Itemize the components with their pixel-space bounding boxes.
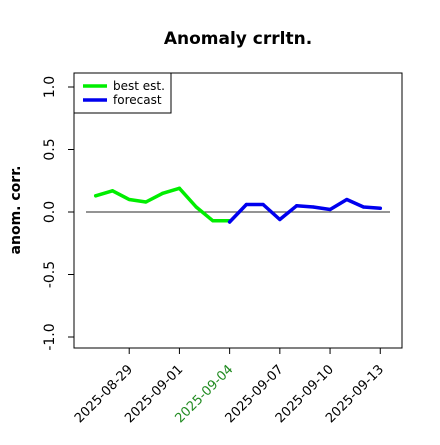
data-point: [211, 219, 215, 223]
data-point: [278, 217, 282, 222]
data-point: [345, 197, 349, 202]
data-point: [328, 207, 332, 212]
legend: best est.forecast: [73, 72, 172, 114]
legend-label: forecast: [113, 93, 162, 107]
plot-area: -1.0-0.50.00.51.02025-08-292025-09-01202…: [42, 72, 403, 426]
data-point: [311, 205, 315, 209]
plot-frame: [73, 72, 403, 349]
data-point: [144, 200, 148, 204]
data-point: [177, 186, 182, 190]
series-line-forecast: [227, 197, 383, 224]
y-tick-label: 1.0: [42, 76, 58, 98]
data-point: [361, 205, 366, 209]
y-tick-label: 0.5: [42, 138, 58, 160]
data-point: [261, 202, 265, 207]
chart-title: Anomaly crrltn.: [164, 29, 312, 49]
data-point: [94, 194, 98, 198]
data-point: [294, 204, 299, 208]
data-point: [228, 220, 232, 224]
data-point: [127, 197, 131, 202]
y-tick-label: -1.0: [42, 323, 58, 350]
legend-box: [73, 72, 172, 114]
legend-label: best est.: [113, 79, 165, 93]
data-point: [110, 189, 115, 193]
data-point: [194, 205, 198, 209]
y-axis-label: anom. corr.: [8, 166, 24, 255]
y-tick-label: -0.5: [42, 261, 58, 288]
data-point: [161, 191, 165, 195]
data-point: [378, 206, 382, 210]
y-tick-label: 0.0: [42, 201, 58, 223]
data-point: [244, 202, 248, 207]
